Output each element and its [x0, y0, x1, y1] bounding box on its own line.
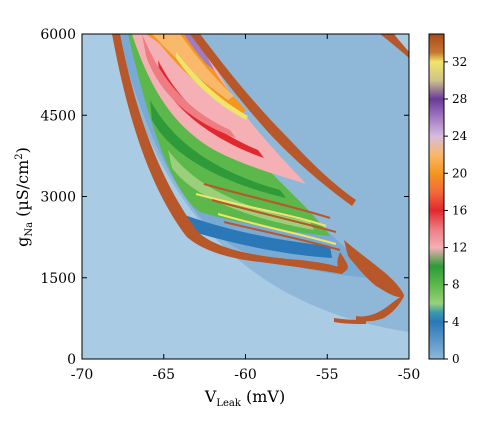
x-axis-label-main: V	[204, 387, 217, 406]
x-axis: -70 -65 -60 -55 -50	[71, 34, 421, 383]
y-tick-label: 6000	[40, 27, 76, 43]
y-axis-label-unit-open: (µS/cm	[13, 160, 32, 222]
colorbar-tick-label: 24	[452, 129, 468, 143]
pink-region	[132, 34, 306, 184]
colorbar-tick-label: 28	[452, 92, 467, 106]
yellow-band	[176, 52, 248, 120]
lower-right-boundary	[344, 240, 404, 298]
y-axis-label-sub: Na	[24, 222, 35, 237]
x-axis-label-sub: Leak	[216, 398, 242, 409]
x-tick-label: -60	[234, 367, 257, 383]
stripe-1	[203, 183, 331, 219]
colorbar-tick-label: 32	[452, 55, 467, 69]
colorbar	[428, 33, 445, 360]
bottom-boundary	[334, 318, 366, 324]
dark-blue-band	[182, 214, 332, 258]
y-tick-label: 4500	[40, 108, 76, 124]
y-axis-label-main: g	[13, 237, 32, 247]
y-tick-label: 3000	[40, 190, 76, 206]
y-axis-label: gNa (µS/cm2)	[13, 147, 35, 247]
colorbar-ticks: 0 4 8 12 16 20 24 28 32	[444, 55, 468, 366]
top-boundary	[190, 34, 356, 206]
heatmap	[82, 34, 409, 359]
inner-boundary	[337, 252, 348, 272]
stripe-4	[217, 213, 337, 245]
x-tick-label: -65	[152, 367, 175, 383]
top-right-boundary	[380, 34, 409, 58]
y-tick-label: 1500	[40, 271, 76, 287]
y-axis-label-group: gNa (µS/cm2)	[13, 147, 35, 247]
colorbar-tick-label: 16	[452, 203, 467, 217]
colorbar-tick-label: 0	[452, 352, 460, 366]
colorbar-tick-label: 4	[452, 315, 460, 329]
x-axis-label: VLeak (mV)	[204, 387, 285, 409]
y-axis-label-unit-sup: 2	[14, 153, 25, 159]
purple-band	[184, 34, 214, 70]
y-axis-label-unit-close: )	[13, 147, 32, 153]
stripe-5	[223, 221, 341, 251]
lower-right-tail	[356, 296, 404, 322]
colorbar-tick-label: 20	[452, 166, 467, 180]
red-band	[158, 60, 264, 158]
colorbar-tick-label: 8	[452, 278, 460, 292]
y-axis: 0 1500 3000 4500 6000	[40, 27, 409, 368]
x-axis-label-unit: (mV)	[241, 387, 285, 406]
y-tick-label: 0	[67, 352, 76, 368]
stripe-3	[211, 199, 337, 233]
dark-green-band	[150, 100, 286, 198]
light-orange-band	[152, 34, 234, 100]
x-tick-label: -70	[71, 367, 94, 383]
stripe-2	[195, 193, 327, 227]
colorbar-tick-label: 12	[452, 241, 467, 255]
stripes	[195, 183, 341, 251]
far-corner-region	[385, 34, 409, 52]
x-tick-label: -55	[316, 367, 339, 383]
x-tick-label: -50	[398, 367, 421, 383]
